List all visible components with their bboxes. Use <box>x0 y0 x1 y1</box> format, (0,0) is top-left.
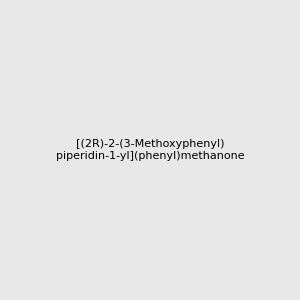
Text: [(2R)-2-(3-Methoxyphenyl)
piperidin-1-yl](phenyl)methanone: [(2R)-2-(3-Methoxyphenyl) piperidin-1-yl… <box>56 139 244 161</box>
